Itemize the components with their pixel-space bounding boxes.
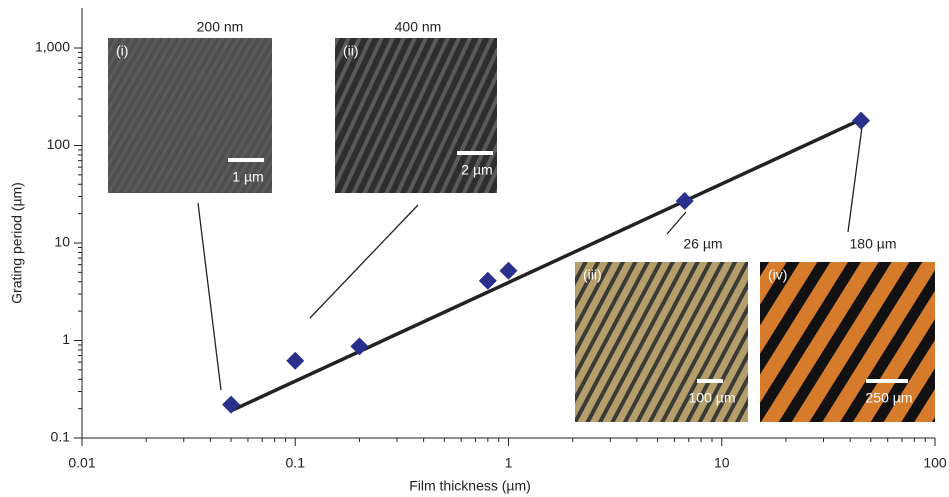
data-point	[852, 111, 871, 130]
scale-bar-label: 1 µm	[232, 169, 263, 185]
inset-title: 26 µm	[683, 236, 722, 252]
inset-image	[760, 262, 935, 422]
inset-label: (i)	[116, 43, 128, 59]
callout-line	[666, 211, 687, 235]
data-point	[350, 337, 369, 356]
inset-label: (ii)	[343, 43, 359, 59]
inset-label: (iii)	[583, 267, 602, 283]
callout-line	[847, 126, 863, 233]
y-axis-label: Grating period (µm)	[9, 182, 25, 304]
x-tick-label: 0.01	[68, 455, 95, 471]
y-tick-label: 1	[62, 331, 70, 347]
data-point	[478, 271, 497, 290]
data-point	[499, 261, 518, 280]
x-tick-label: 1	[505, 455, 513, 471]
scale-bar-label: 2 µm	[461, 162, 492, 178]
fit-line	[230, 117, 862, 413]
inset-title: 180 µm	[850, 236, 897, 252]
inset-image	[108, 38, 272, 193]
data-point	[286, 351, 305, 370]
scale-bar-label: 250 µm	[866, 390, 913, 406]
y-tick-label: 0.1	[51, 429, 71, 445]
inset-title: 200 nm	[197, 19, 244, 35]
x-tick-label: 10	[714, 455, 730, 471]
data-point	[222, 395, 241, 414]
y-tick-label: 1,000	[35, 39, 70, 55]
inset-title: 400 nm	[395, 19, 442, 35]
inset-image	[575, 262, 748, 422]
callout-line	[309, 204, 419, 319]
x-tick-label: 0.1	[286, 455, 306, 471]
inset-image	[335, 38, 497, 193]
y-tick-label: 10	[54, 234, 70, 250]
y-tick-label: 100	[47, 136, 71, 152]
callout-line	[197, 202, 222, 391]
inset-label: (iv)	[768, 267, 787, 283]
data-point	[675, 191, 694, 210]
scale-bar-label: 100 µm	[689, 390, 736, 406]
x-axis-label: Film thickness (µm)	[409, 478, 531, 494]
x-tick-label: 100	[923, 455, 947, 471]
